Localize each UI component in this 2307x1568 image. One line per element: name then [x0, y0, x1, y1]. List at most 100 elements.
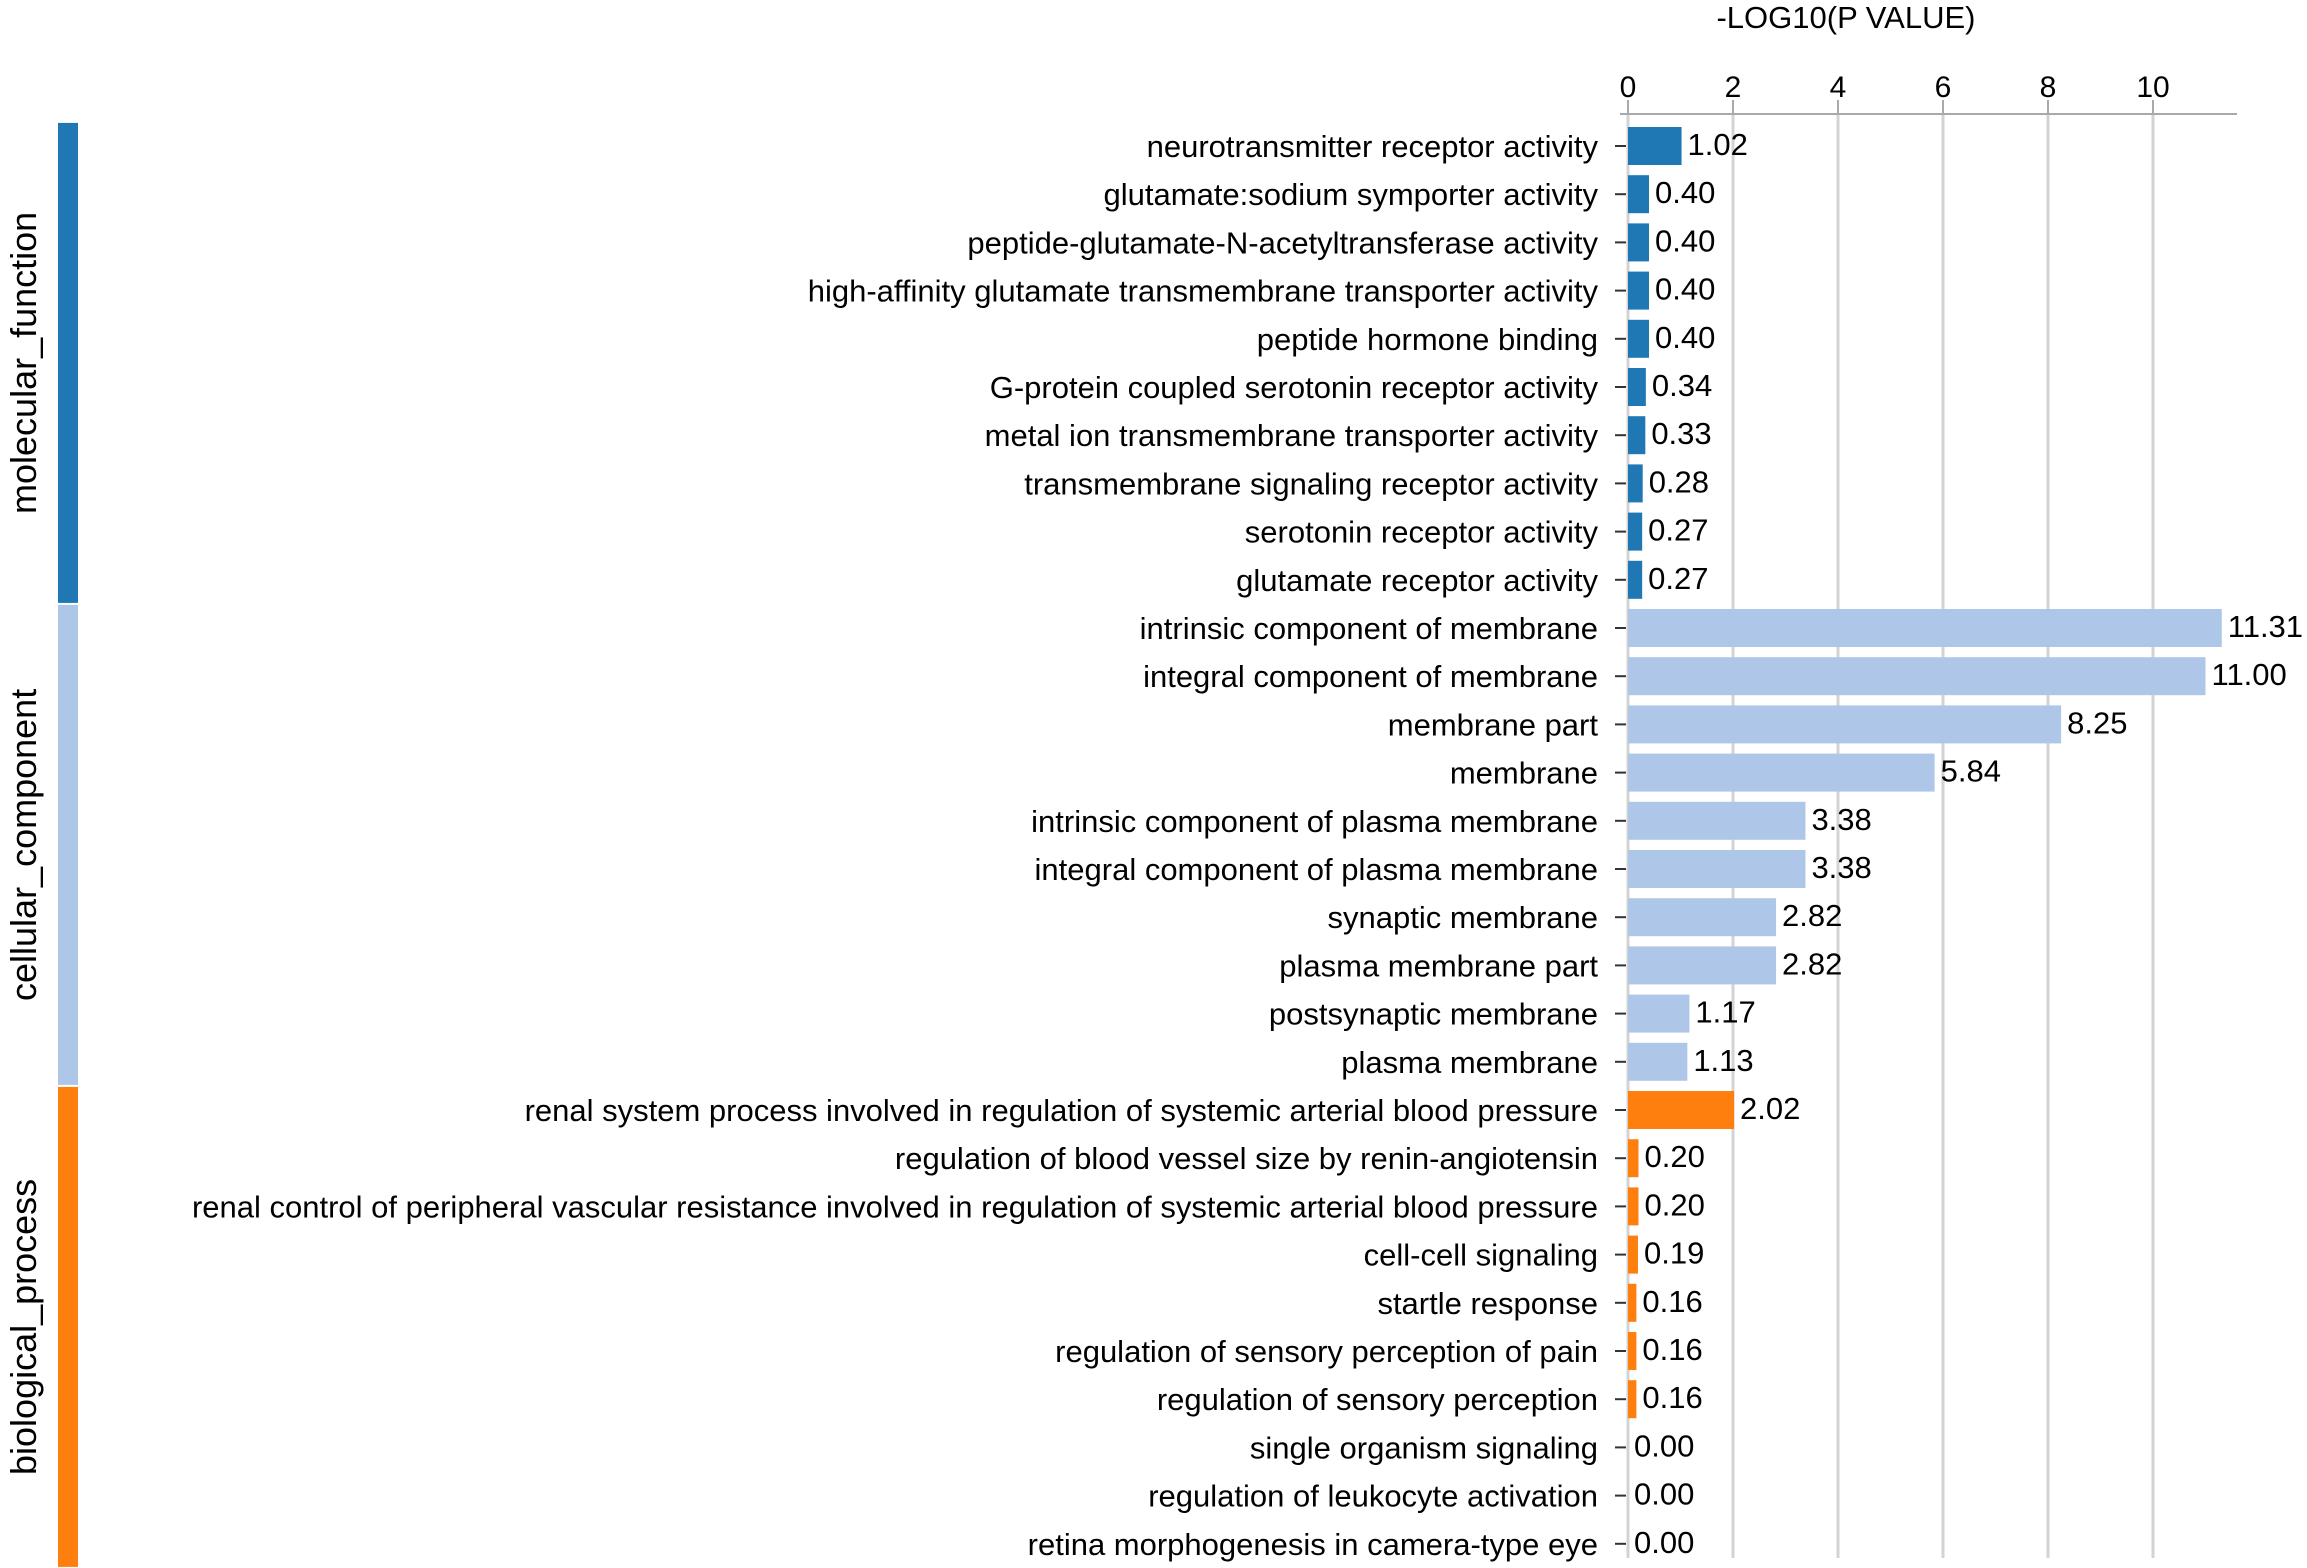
term-label: renal system process involved in regulat… — [525, 1093, 1598, 1128]
bar-biological-process — [1628, 1187, 1639, 1226]
term-label: regulation of sensory perception — [1157, 1382, 1598, 1417]
bar-value-label: 3.38 — [1811, 802, 1871, 837]
category-label: biological_process — [3, 1179, 44, 1475]
bar-value-label: 0.27 — [1648, 513, 1708, 548]
category-layer: molecular_function cellular_componentbiol… — [3, 122, 78, 1567]
bar-value-label: 0.33 — [1651, 416, 1711, 451]
term-label: single organism signaling — [1250, 1430, 1598, 1465]
x-tick-label: 4 — [1830, 71, 1847, 104]
term-label: plasma membrane part — [1279, 948, 1598, 983]
term-label: glutamate:sodium symporter activity — [1104, 177, 1599, 212]
bar-molecular-function — [1628, 560, 1643, 599]
term-label: high-affinity glutamate transmembrane tr… — [808, 274, 1599, 309]
bar-value-label: 0.20 — [1645, 1139, 1705, 1174]
term-label: startle response — [1377, 1286, 1598, 1321]
bar-value-label: 0.34 — [1652, 368, 1712, 403]
x-tick-label: 0 — [1620, 71, 1637, 104]
bar-value-label: 11.31 — [2228, 609, 2303, 644]
bar-biological-process — [1628, 1332, 1637, 1370]
bar-value-label: 3.38 — [1811, 850, 1871, 885]
bar-layer — [1628, 127, 2222, 1419]
term-label: integral component of membrane — [1143, 659, 1598, 694]
bar-value-label: 0.16 — [1642, 1332, 1702, 1367]
bar-value-label: 0.40 — [1655, 320, 1715, 355]
bar-value-label: 0.16 — [1642, 1380, 1702, 1415]
term-label: glutamate receptor activity — [1236, 563, 1598, 598]
term-label: neurotransmitter receptor activity — [1147, 129, 1599, 164]
term-label: intrinsic component of membrane — [1140, 611, 1598, 646]
bar-value-label: 0.28 — [1649, 464, 1709, 499]
bar-cellular-component — [1628, 753, 1935, 792]
x-axis-title: -LOG10(P VALUE) — [1716, 0, 1975, 35]
bar-molecular-function — [1628, 127, 1682, 165]
term-label: regulation of sensory perception of pain — [1055, 1334, 1598, 1369]
term-label: regulation of leukocyte activation — [1148, 1479, 1598, 1514]
bar-biological-process — [1628, 1380, 1637, 1419]
bar-value-label: 1.13 — [1693, 1043, 1753, 1078]
bar-value-label: 0.00 — [1634, 1525, 1694, 1560]
term-label: serotonin receptor activity — [1245, 515, 1599, 550]
term-label: postsynaptic membrane — [1269, 997, 1598, 1032]
bar-value-label: 0.00 — [1634, 1428, 1694, 1463]
category-bar-cellular-component — [58, 604, 78, 1085]
term-label: metal ion transmembrane transporter acti… — [985, 418, 1599, 453]
term-label: membrane part — [1388, 707, 1599, 742]
category-bar-biological-process — [58, 1086, 78, 1567]
bar-biological-process — [1628, 1283, 1637, 1322]
term-label: retina morphogenesis in camera-type eye — [1028, 1527, 1598, 1562]
bar-value-label: 0.20 — [1645, 1187, 1705, 1222]
bar-cellular-component — [1628, 657, 2206, 696]
bar-cellular-component — [1628, 705, 2062, 744]
bar-biological-process — [1628, 1091, 1735, 1129]
bar-cellular-component — [1628, 609, 2222, 647]
term-label: synaptic membrane — [1327, 900, 1598, 935]
axis-layer: -LOG10(P VALUE) 0 2 4 6 8 10 — [1615, 0, 2237, 1545]
bar-value-label: 0.27 — [1648, 561, 1708, 596]
bar-molecular-function — [1628, 512, 1643, 551]
bar-molecular-function — [1628, 271, 1649, 310]
bar-cellular-component — [1628, 898, 1777, 937]
bar-value-label: 5.84 — [1941, 754, 2001, 789]
bar-value-label: 2.82 — [1782, 946, 1842, 981]
term-label: intrinsic component of plasma membrane — [1031, 804, 1598, 839]
term-label: integral component of plasma membrane — [1035, 852, 1598, 887]
bar-cellular-component — [1628, 850, 1806, 888]
bar-molecular-function — [1628, 175, 1649, 214]
bar-value-label: 1.02 — [1688, 127, 1748, 162]
x-tick-label: 2 — [1725, 71, 1742, 104]
bar-molecular-function — [1628, 464, 1643, 503]
label-layer: neurotransmitter receptor activity 1.02 gl… — [192, 127, 2303, 1562]
category-label: molecular_function — [3, 212, 44, 514]
bar-value-label: 2.82 — [1782, 898, 1842, 933]
bar-value-label: 0.00 — [1634, 1477, 1694, 1512]
bar-value-label: 0.19 — [1644, 1236, 1704, 1271]
bar-biological-process — [1628, 1139, 1639, 1178]
bar-molecular-function — [1628, 368, 1646, 406]
bar-value-label: 0.40 — [1655, 223, 1715, 258]
term-label: transmembrane signaling receptor activit… — [1024, 466, 1598, 501]
term-label: plasma membrane — [1341, 1045, 1598, 1080]
bar-cellular-component — [1628, 994, 1690, 1033]
term-label: G-protein coupled serotonin receptor act… — [990, 370, 1599, 405]
term-label: membrane — [1450, 756, 1598, 791]
bar-value-label: 11.00 — [2212, 657, 2287, 692]
term-label: regulation of blood vessel size by renin… — [895, 1141, 1598, 1176]
bar-molecular-function — [1628, 416, 1646, 455]
term-label: peptide hormone binding — [1257, 322, 1598, 357]
bar-value-label: 2.02 — [1740, 1091, 1800, 1126]
term-label: peptide-glutamate-N-acetyltransferase ac… — [967, 225, 1598, 260]
bar-biological-process — [1628, 1235, 1638, 1274]
bar-cellular-component — [1628, 946, 1777, 985]
bar-value-label: 1.17 — [1695, 995, 1755, 1030]
x-tick-label: 10 — [2136, 71, 2169, 104]
category-label: cellular_component — [3, 689, 44, 1001]
bar-value-label: 8.25 — [2067, 705, 2127, 740]
x-tick-label: 8 — [2040, 71, 2057, 104]
bar-molecular-function — [1628, 223, 1649, 262]
category-bar-molecular-function — [58, 122, 78, 603]
bar-value-label: 0.16 — [1642, 1284, 1702, 1319]
bar-molecular-function — [1628, 319, 1649, 358]
bar-cellular-component — [1628, 801, 1806, 840]
